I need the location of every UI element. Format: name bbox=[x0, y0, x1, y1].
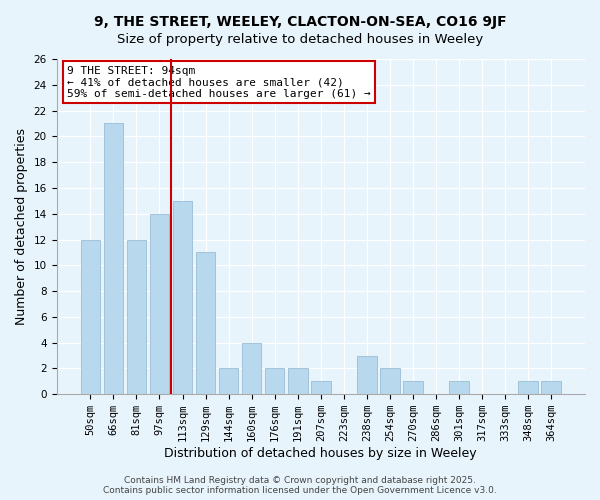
Text: Contains HM Land Registry data © Crown copyright and database right 2025.
Contai: Contains HM Land Registry data © Crown c… bbox=[103, 476, 497, 495]
Bar bbox=[219, 368, 238, 394]
Bar bbox=[80, 240, 100, 394]
Bar bbox=[449, 382, 469, 394]
Bar bbox=[149, 214, 169, 394]
Text: 9 THE STREET: 94sqm
← 41% of detached houses are smaller (42)
59% of semi-detach: 9 THE STREET: 94sqm ← 41% of detached ho… bbox=[67, 66, 371, 99]
Text: Size of property relative to detached houses in Weeley: Size of property relative to detached ho… bbox=[117, 32, 483, 46]
Bar bbox=[403, 382, 423, 394]
Y-axis label: Number of detached properties: Number of detached properties bbox=[15, 128, 28, 325]
Bar bbox=[127, 240, 146, 394]
Text: 9, THE STREET, WEELEY, CLACTON-ON-SEA, CO16 9JF: 9, THE STREET, WEELEY, CLACTON-ON-SEA, C… bbox=[94, 15, 506, 29]
Bar bbox=[357, 356, 377, 394]
Bar bbox=[541, 382, 561, 394]
Bar bbox=[104, 124, 123, 394]
Bar bbox=[288, 368, 308, 394]
Bar bbox=[242, 342, 262, 394]
Bar bbox=[518, 382, 538, 394]
Bar bbox=[265, 368, 284, 394]
Bar bbox=[196, 252, 215, 394]
Bar bbox=[380, 368, 400, 394]
X-axis label: Distribution of detached houses by size in Weeley: Distribution of detached houses by size … bbox=[164, 447, 477, 460]
Bar bbox=[173, 201, 193, 394]
Bar bbox=[311, 382, 331, 394]
